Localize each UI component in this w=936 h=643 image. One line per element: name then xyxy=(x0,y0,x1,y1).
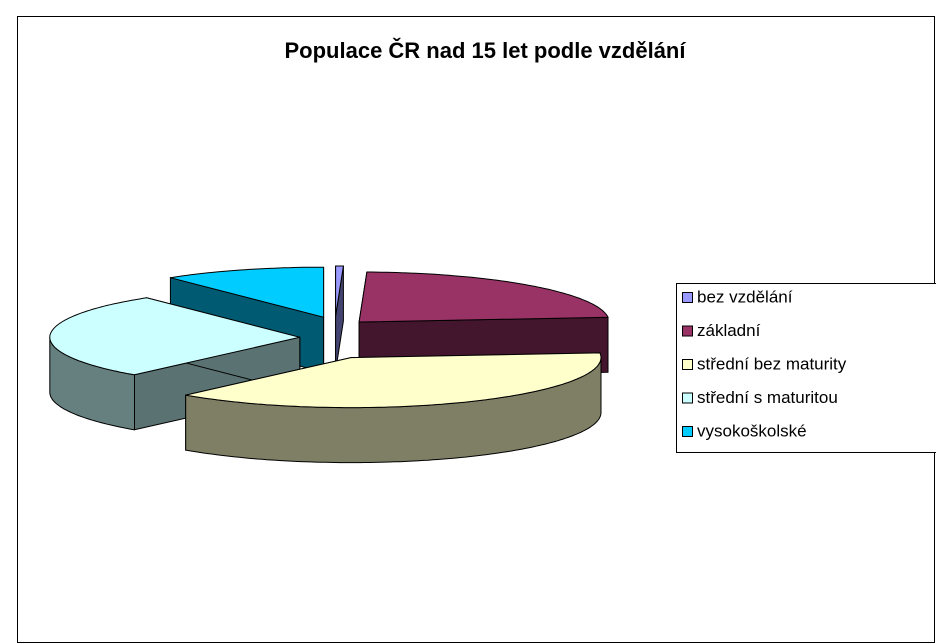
chart-title: Populace ČR nad 15 let podle vzdělání xyxy=(285,38,687,63)
legend-items: bez vzdělání základní střední bez maturity… xyxy=(682,287,847,440)
legend-label: vysokoškolské xyxy=(697,421,807,440)
legend-swatch xyxy=(682,392,693,404)
slice xyxy=(185,352,602,409)
slice xyxy=(170,266,325,318)
slice xyxy=(49,297,300,376)
legend xyxy=(676,283,936,453)
slice xyxy=(358,271,609,323)
legend-label: bez vzdělání xyxy=(697,287,793,306)
legend-swatch xyxy=(682,359,693,370)
legend-label: základní xyxy=(697,321,761,340)
legend-label: střední s maturitou xyxy=(697,388,838,407)
legend-swatch xyxy=(682,292,693,303)
legend-swatch xyxy=(682,325,693,337)
legend-label: střední bez maturity xyxy=(697,354,847,373)
pie xyxy=(49,265,609,464)
slice xyxy=(335,265,344,317)
legend-swatch xyxy=(682,426,693,437)
